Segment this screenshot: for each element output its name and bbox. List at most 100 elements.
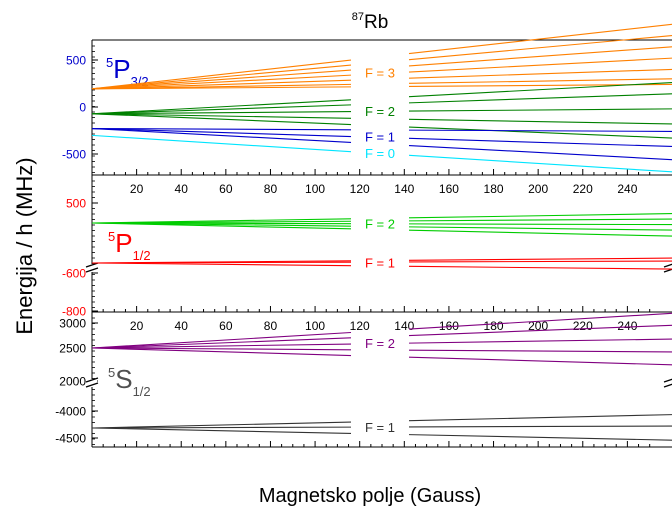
series-line <box>91 69 352 90</box>
y-tick-label: 0 <box>79 101 86 115</box>
series-line <box>91 421 352 429</box>
x-tick-label: 40 <box>175 182 189 196</box>
series-line <box>408 57 672 73</box>
axis-break-mark <box>663 268 672 273</box>
series-line <box>91 111 352 115</box>
x-tick-label: 80 <box>264 182 278 196</box>
series-line <box>408 218 672 222</box>
series-line <box>408 223 672 226</box>
x-tick-label: 160 <box>439 319 459 333</box>
x-tick-label: 20 <box>130 319 144 333</box>
x-tick-label: 220 <box>573 182 593 196</box>
y-tick-label: -800 <box>62 305 86 319</box>
x-tick-label: 140 <box>394 319 414 333</box>
series-line <box>408 265 672 270</box>
series-line <box>408 312 672 330</box>
series-line <box>91 74 352 90</box>
x-axis-label: Magnetsko polje (Gauss) <box>259 485 481 507</box>
y-tick-label: 2500 <box>59 342 86 356</box>
y-tick-label: -4000 <box>55 405 86 419</box>
series-line <box>91 127 352 138</box>
series-line <box>408 23 672 55</box>
series-line <box>408 414 672 422</box>
x-tick-label: 100 <box>305 319 325 333</box>
series-line <box>408 356 672 366</box>
series-line <box>408 137 672 148</box>
series-line <box>91 113 352 126</box>
series-line <box>91 347 352 357</box>
series-line <box>408 35 672 61</box>
y-axis-label: Energija / h (MHz) <box>12 157 37 334</box>
axis-break-mark <box>663 263 672 268</box>
x-tick-label: 120 <box>350 319 370 333</box>
series-line <box>91 113 352 119</box>
series-line <box>91 427 352 434</box>
series-line <box>408 338 672 344</box>
axis-break-mark <box>85 267 99 273</box>
series-line <box>91 64 352 90</box>
x-tick-label: 80 <box>264 319 278 333</box>
series-line <box>408 93 672 104</box>
series-line <box>408 118 672 125</box>
y-tick-label: -4500 <box>55 432 86 446</box>
series-line <box>91 222 352 230</box>
series-line <box>408 68 672 79</box>
series-line <box>91 347 352 351</box>
state-label: 5S1/2 <box>108 364 151 399</box>
axis-break-gap <box>665 264 672 272</box>
axis-break-gap <box>665 379 672 387</box>
series-line <box>408 82 672 98</box>
x-tick-label: 160 <box>439 182 459 196</box>
series-line <box>408 108 672 112</box>
x-tick-label: 220 <box>573 319 593 333</box>
series-line <box>408 144 672 161</box>
x-tick-label: 200 <box>528 182 548 196</box>
series-line <box>408 126 672 139</box>
y-tick-label: 500 <box>66 197 86 211</box>
series-line <box>91 343 352 349</box>
y-tick-label: 3000 <box>59 317 86 331</box>
axis-break-gap <box>87 379 97 387</box>
chart-title-sup: 87 <box>352 11 364 23</box>
x-tick-label: 60 <box>219 182 233 196</box>
x-tick-label: 180 <box>484 319 504 333</box>
x-tick-label: 240 <box>617 319 637 333</box>
series-line <box>91 59 352 90</box>
series-line <box>91 261 352 264</box>
series-line <box>408 129 672 132</box>
series-line <box>91 127 352 131</box>
series-line <box>408 425 672 428</box>
x-tick-label: 100 <box>305 182 325 196</box>
chart-title: 87Rb <box>352 11 389 33</box>
series-line <box>408 154 672 173</box>
series-line <box>408 434 672 441</box>
x-tick-label: 20 <box>130 182 144 196</box>
series-line <box>408 257 672 261</box>
y-tick-label: 2000 <box>59 375 86 389</box>
series-label: F = 0 <box>365 146 395 161</box>
series-line <box>91 86 352 90</box>
series-label: F = 1 <box>365 130 395 145</box>
x-tick-label: 40 <box>175 319 189 333</box>
x-tick-label: 140 <box>394 182 414 196</box>
series-line <box>91 99 352 115</box>
series-line <box>408 260 672 263</box>
axis-break-mark <box>663 383 672 388</box>
x-tick-label: 240 <box>617 182 637 196</box>
x-tick-label: 60 <box>219 319 233 333</box>
axis-break-mark <box>85 377 99 383</box>
series-line <box>91 426 352 429</box>
series-line <box>91 337 352 349</box>
series-line <box>91 79 352 90</box>
y-tick-label: -500 <box>62 148 86 162</box>
series-line <box>91 127 352 143</box>
series-label: F = 3 <box>365 65 395 80</box>
series-line <box>408 349 672 353</box>
y-tick-label: 500 <box>66 54 86 68</box>
chart-title-main: Rb <box>364 12 388 33</box>
series-line <box>408 46 672 67</box>
series-line <box>91 262 352 267</box>
series-label: F = 2 <box>365 104 395 119</box>
